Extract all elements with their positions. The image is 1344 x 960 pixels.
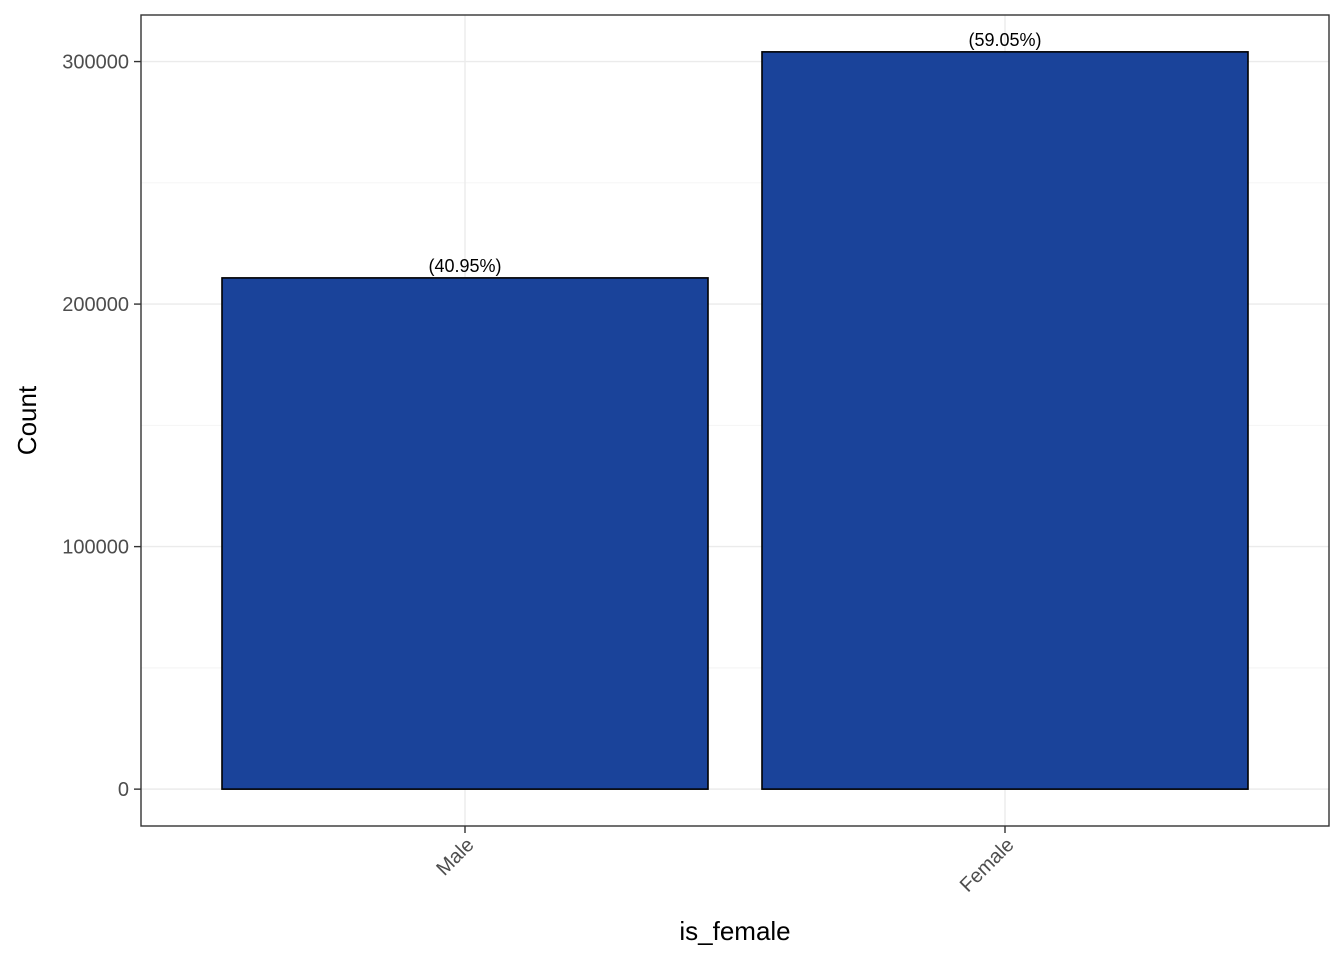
y-tick-label: 300000	[62, 52, 129, 74]
y-tick-label: 0	[118, 779, 129, 801]
y-axis: 0 100000 200000 300000	[62, 52, 141, 801]
y-axis-title: Count	[12, 385, 42, 455]
y-tick-label: 100000	[62, 537, 129, 559]
bars	[221, 51, 1249, 790]
x-tick-label: Male	[432, 834, 478, 880]
x-axis-title: is_female	[679, 916, 790, 946]
data-label-male: (40.95%)	[428, 256, 501, 276]
y-tick-label: 200000	[62, 294, 129, 316]
data-labels: (40.95%) (59.05%)	[428, 30, 1041, 276]
bar-female	[761, 51, 1249, 790]
panel-border	[140, 14, 1330, 827]
x-axis: Male Female	[432, 826, 1019, 897]
bar-male	[221, 277, 709, 790]
data-label-female: (59.05%)	[968, 30, 1041, 50]
x-tick-label: Female	[956, 834, 1019, 897]
